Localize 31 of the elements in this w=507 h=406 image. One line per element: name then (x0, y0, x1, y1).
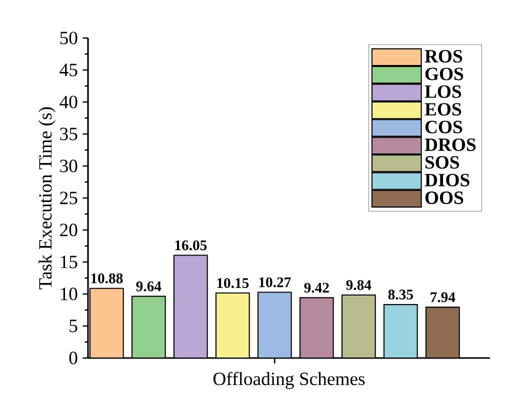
legend-label: SOS (425, 156, 459, 169)
y-tick-label: 50 (60, 32, 78, 44)
data-label: 16.05 (175, 240, 207, 250)
y-tick-label: 5 (70, 320, 78, 332)
x-axis-title: Offloading Schemes (213, 372, 365, 390)
data-label: 10.15 (217, 278, 249, 288)
data-label: 9.84 (346, 280, 372, 290)
legend-label: EOS (424, 103, 462, 116)
y-tick-label: 30 (60, 160, 78, 172)
legend-label: DIOS (424, 174, 470, 186)
y-tick-label: 20 (60, 224, 78, 236)
y-tick-label: 45 (60, 64, 78, 76)
data-label: 8.35 (388, 290, 413, 300)
legend-label: COS (425, 120, 462, 134)
data-label: 9.42 (304, 282, 329, 293)
y-tick-label: 0 (69, 352, 78, 364)
y-tick-label: 40 (60, 96, 78, 108)
y-tick-label: 35 (60, 128, 78, 140)
legend-label: GOS (425, 68, 464, 80)
y-tick-label: 10 (60, 288, 78, 300)
data-label: 10.88 (91, 273, 123, 284)
y-tick-label: 15 (60, 256, 78, 268)
data-label: 7.94 (430, 292, 456, 302)
data-label: 9.64 (136, 281, 162, 292)
legend-label: ROS (424, 50, 462, 63)
legend-label: DROS (424, 138, 476, 152)
legend-label: OOS (425, 192, 464, 204)
data-label: 10.27 (259, 277, 291, 288)
y-tick-label: 25 (60, 192, 78, 204)
legend-label: LOS (424, 85, 462, 98)
y-axis-title: Task Execution Time (s) (38, 107, 56, 290)
